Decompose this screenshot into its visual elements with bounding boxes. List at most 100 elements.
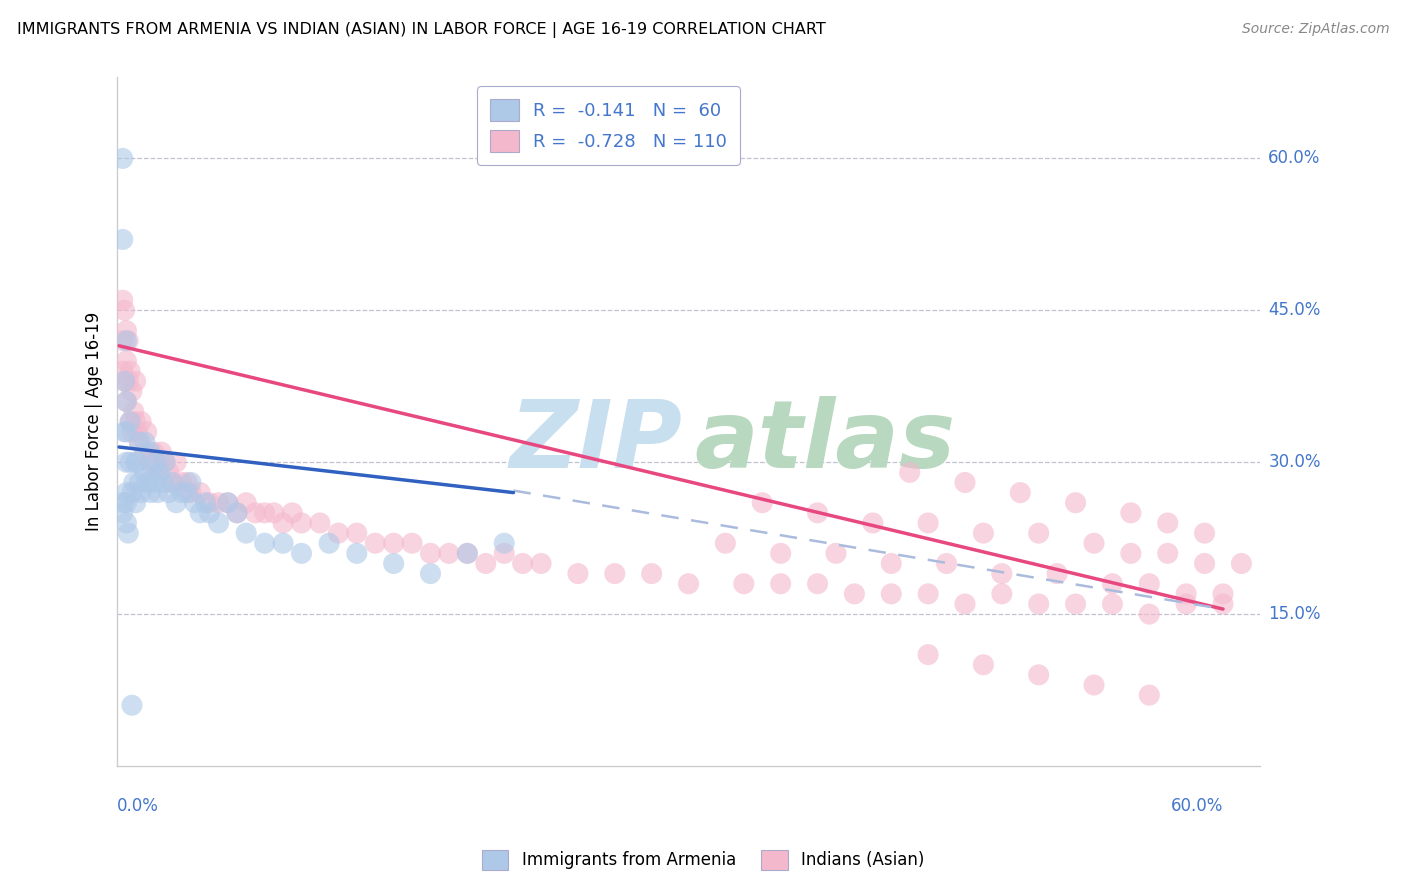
- Point: [603, 566, 626, 581]
- Point: [1157, 516, 1180, 530]
- Point: [494, 536, 516, 550]
- Point: [917, 648, 939, 662]
- Point: [120, 455, 142, 469]
- Point: [198, 506, 221, 520]
- Point: [953, 597, 976, 611]
- Point: [143, 475, 166, 490]
- Point: [1194, 557, 1216, 571]
- Point: [115, 455, 138, 469]
- Point: [806, 506, 828, 520]
- Point: [180, 485, 202, 500]
- Point: [328, 526, 350, 541]
- Point: [382, 536, 405, 550]
- Point: [290, 546, 312, 560]
- Point: [419, 566, 441, 581]
- Point: [115, 485, 138, 500]
- Point: [972, 526, 994, 541]
- Point: [146, 466, 169, 480]
- Point: [1010, 485, 1032, 500]
- Point: [207, 516, 229, 530]
- Point: [115, 425, 138, 439]
- Point: [115, 394, 138, 409]
- Point: [120, 415, 142, 429]
- Point: [153, 455, 176, 469]
- Point: [678, 576, 700, 591]
- Point: [134, 466, 156, 480]
- Point: [1083, 536, 1105, 550]
- Point: [121, 698, 143, 713]
- Point: [150, 445, 173, 459]
- Point: [129, 415, 152, 429]
- Point: [769, 546, 792, 560]
- Point: [117, 526, 139, 541]
- Text: 15.0%: 15.0%: [1268, 605, 1320, 624]
- Point: [437, 546, 460, 560]
- Point: [733, 576, 755, 591]
- Point: [1028, 526, 1050, 541]
- Point: [226, 506, 249, 520]
- Point: [953, 475, 976, 490]
- Text: 30.0%: 30.0%: [1268, 453, 1320, 471]
- Legend: Immigrants from Armenia, Indians (Asian): Immigrants from Armenia, Indians (Asian): [475, 843, 931, 877]
- Point: [281, 506, 304, 520]
- Point: [128, 434, 150, 449]
- Point: [935, 557, 957, 571]
- Point: [512, 557, 534, 571]
- Point: [111, 364, 134, 378]
- Point: [207, 496, 229, 510]
- Point: [825, 546, 848, 560]
- Point: [880, 587, 903, 601]
- Point: [139, 455, 162, 469]
- Point: [115, 324, 138, 338]
- Point: [127, 425, 149, 439]
- Point: [401, 536, 423, 550]
- Point: [991, 566, 1014, 581]
- Text: Source: ZipAtlas.com: Source: ZipAtlas.com: [1241, 22, 1389, 37]
- Point: [121, 485, 143, 500]
- Point: [176, 475, 198, 490]
- Point: [1083, 678, 1105, 692]
- Point: [226, 506, 249, 520]
- Point: [111, 506, 134, 520]
- Point: [162, 475, 184, 490]
- Point: [382, 557, 405, 571]
- Text: 60.0%: 60.0%: [1171, 797, 1223, 814]
- Point: [1064, 597, 1087, 611]
- Y-axis label: In Labor Force | Age 16-19: In Labor Force | Age 16-19: [86, 312, 103, 532]
- Point: [121, 425, 143, 439]
- Text: 0.0%: 0.0%: [117, 797, 159, 814]
- Point: [148, 466, 170, 480]
- Point: [245, 506, 267, 520]
- Point: [456, 546, 478, 560]
- Point: [235, 526, 257, 541]
- Point: [120, 415, 142, 429]
- Point: [640, 566, 662, 581]
- Point: [162, 475, 184, 490]
- Text: IMMIGRANTS FROM ARMENIA VS INDIAN (ASIAN) IN LABOR FORCE | AGE 16-19 CORRELATION: IMMIGRANTS FROM ARMENIA VS INDIAN (ASIAN…: [17, 22, 825, 38]
- Point: [170, 485, 193, 500]
- Point: [188, 506, 211, 520]
- Point: [115, 496, 138, 510]
- Point: [122, 404, 145, 418]
- Point: [157, 466, 180, 480]
- Point: [972, 657, 994, 672]
- Point: [456, 546, 478, 560]
- Point: [1046, 566, 1069, 581]
- Point: [124, 455, 146, 469]
- Point: [120, 364, 142, 378]
- Point: [111, 152, 134, 166]
- Point: [114, 425, 136, 439]
- Point: [124, 415, 146, 429]
- Point: [127, 455, 149, 469]
- Point: [146, 485, 169, 500]
- Point: [170, 475, 193, 490]
- Point: [346, 526, 368, 541]
- Point: [124, 374, 146, 388]
- Point: [114, 374, 136, 388]
- Point: [1137, 688, 1160, 702]
- Point: [271, 536, 294, 550]
- Point: [419, 546, 441, 560]
- Point: [769, 576, 792, 591]
- Point: [271, 516, 294, 530]
- Point: [157, 485, 180, 500]
